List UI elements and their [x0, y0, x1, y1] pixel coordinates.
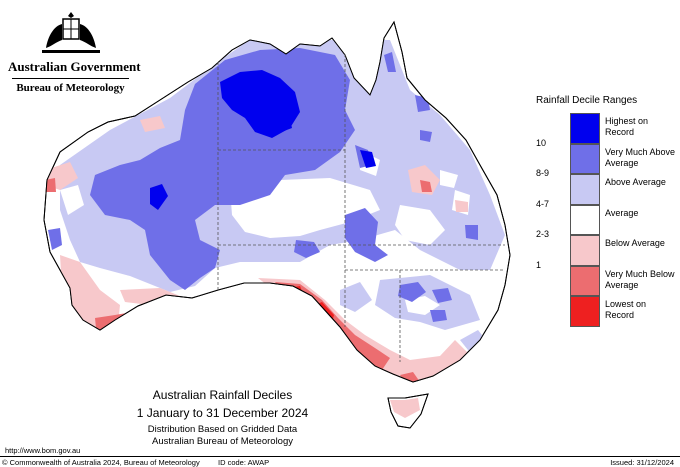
issued-date: Issued: 31/12/2024: [610, 458, 674, 467]
legend-label: Very Much Below Average: [605, 268, 675, 290]
map-subtitle-distribution: Distribution Based on Gridded Data: [147, 424, 298, 435]
header-divider: [12, 78, 129, 79]
legend-range: 8-9: [536, 168, 550, 178]
government-name: Australian Government: [8, 59, 141, 74]
legend-item: Lowest on Record: [536, 296, 676, 327]
highest-on-record-regions: [150, 70, 376, 210]
legend-item: 10 Very Much Above Average: [536, 138, 676, 174]
legend-title: Rainfall Decile Ranges: [536, 95, 638, 106]
legend-item: Highest on Record: [536, 113, 676, 144]
legend-range: 10: [536, 137, 547, 148]
map-title: Australian Rainfall Deciles: [152, 388, 293, 402]
legend-swatch: [570, 204, 600, 235]
legend-swatch: [570, 174, 600, 205]
coat-of-arms-icon: [41, 12, 100, 53]
map-titles: Australian Rainfall Deciles 1 January to…: [120, 388, 325, 447]
legend-item: 1 Very Much Below Average: [536, 260, 676, 296]
government-logo-block: Australian Government Bureau of Meteorol…: [8, 10, 141, 94]
tasmania-below-average: [390, 398, 420, 418]
legend-swatch: [570, 235, 600, 266]
footer-divider: [0, 456, 680, 457]
legend-label: Below Average: [605, 238, 665, 248]
legend-item: 8-9 Above Average: [536, 168, 676, 205]
legend-swatch: [570, 113, 600, 144]
legend-range: 1: [536, 259, 542, 270]
legend-label: Lowest on Record: [605, 299, 647, 320]
map-subtitle-bureau: Australian Bureau of Meteorology: [152, 436, 293, 447]
legend-label: Highest on Record: [605, 116, 649, 137]
legend-swatch: [570, 265, 600, 296]
legend: Highest on Record 10 Very Much Above Avera…: [536, 113, 676, 327]
legend-swatch: [570, 296, 600, 327]
copyright-notice: © Commonwealth of Australia 2024, Bureau…: [2, 458, 200, 467]
legend-label: Above Average: [605, 177, 666, 187]
bureau-name: Bureau of Meteorology: [16, 82, 125, 94]
legend-swatch: [570, 143, 600, 174]
website-url: http://www.bom.gov.au: [5, 446, 81, 455]
legend-range: 4-7: [536, 198, 550, 209]
state-borders: [217, 52, 505, 362]
legend-range: 2-3: [536, 229, 550, 239]
legend-label: Very Much Above Average: [605, 146, 676, 168]
id-code: ID code: AWAP: [218, 458, 270, 467]
legend-item: 2-3 Below Average: [536, 229, 676, 266]
map-period: 1 January to 31 December 2024: [136, 406, 309, 420]
legend-item: 4-7 Average: [536, 199, 676, 235]
legend-label: Average: [605, 207, 639, 218]
